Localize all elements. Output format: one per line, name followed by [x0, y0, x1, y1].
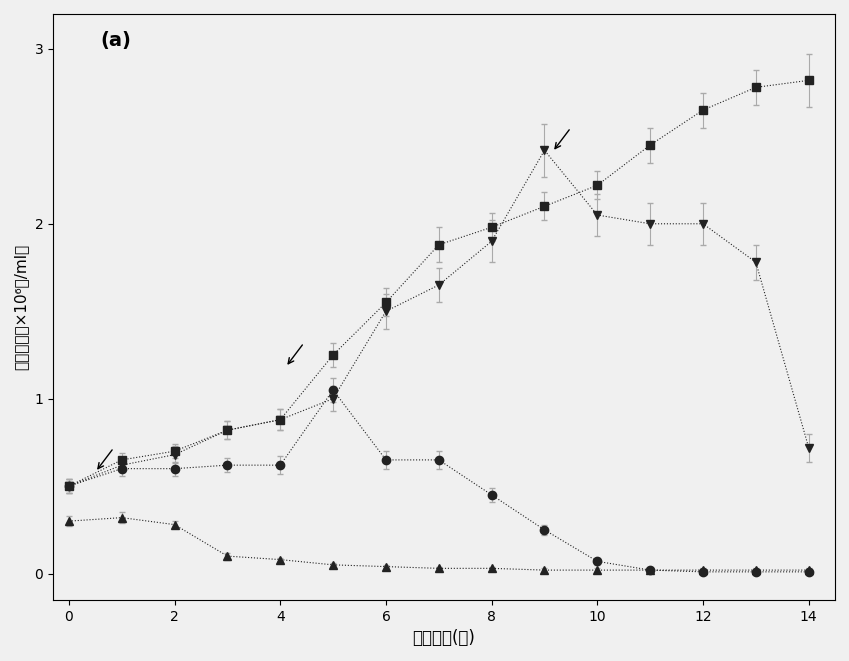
- X-axis label: 培养时间(天): 培养时间(天): [413, 629, 475, 647]
- Text: (a): (a): [100, 32, 131, 50]
- Y-axis label: 细菌浓度（×10⁶个/ml）: 细菌浓度（×10⁶个/ml）: [14, 244, 29, 370]
